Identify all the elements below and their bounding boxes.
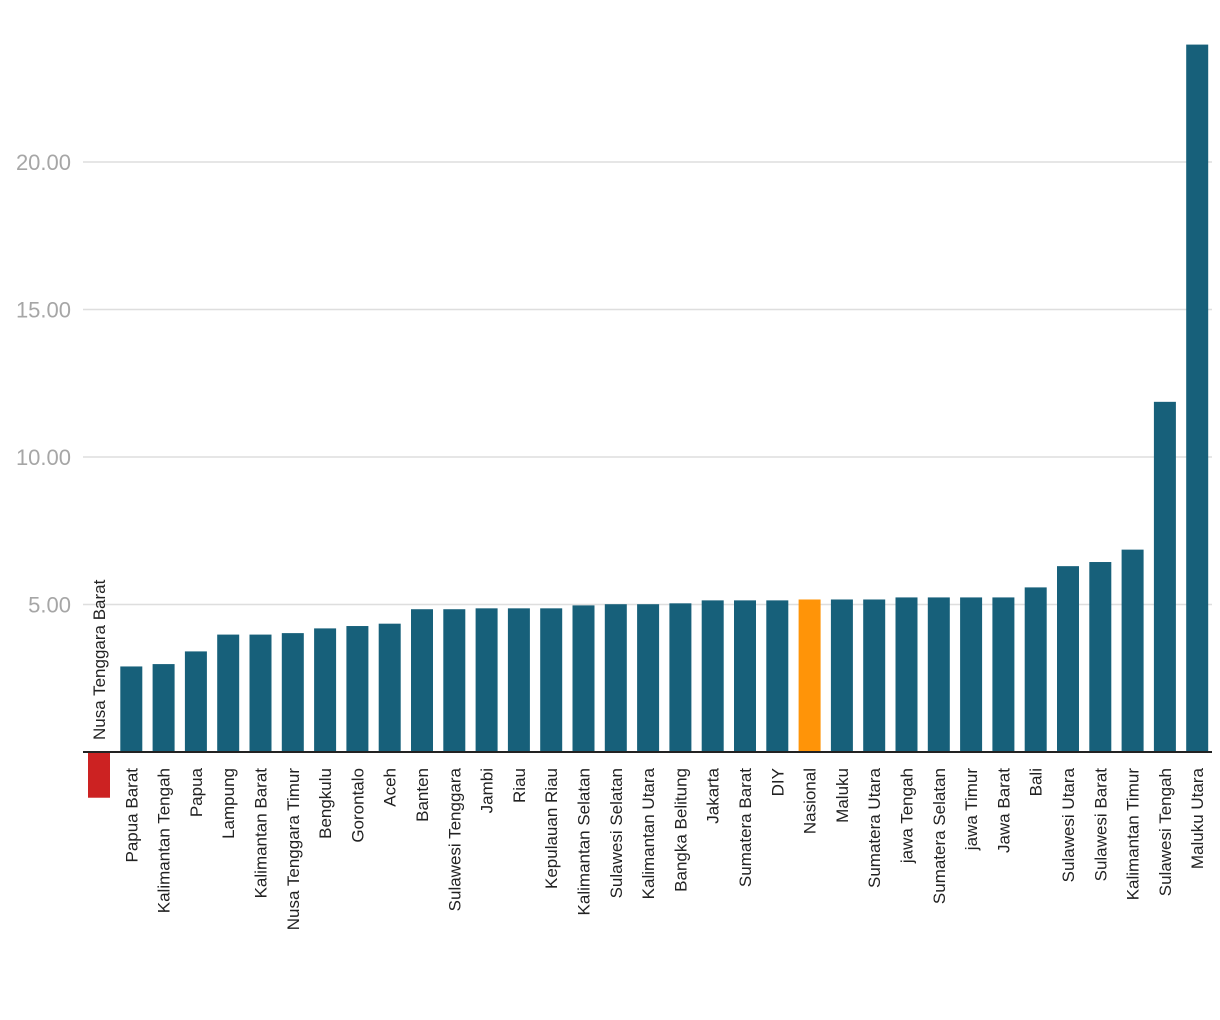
category-label: Papua Barat [122, 768, 141, 863]
bar-papua [184, 651, 207, 752]
category-label: Aceh [381, 768, 400, 807]
bar-banten [411, 609, 433, 752]
bar-sulawesi-tenggara [443, 609, 466, 752]
category-label: Jawa Barat [994, 768, 1013, 853]
gridlines [83, 161, 1212, 606]
category-label: Maluku Utara [1188, 767, 1207, 869]
category-label: Kalimantan Utara [639, 767, 658, 899]
category-label: Sumatera Barat [736, 768, 755, 887]
category-label: Lampung [219, 768, 238, 839]
category-label: Kepulauan Riau [542, 768, 561, 889]
category-label: Jambi [478, 768, 497, 813]
category-label: Riau [510, 768, 529, 803]
bar-nusa-tenggara-timur [281, 633, 304, 752]
bar-kalimantan-utara [637, 604, 660, 752]
bar-nasional [798, 599, 821, 752]
bar-bangka-belitung [669, 603, 692, 752]
category-label: Kalimantan Timur [1124, 768, 1143, 901]
bar-sulawesi-utara [1057, 566, 1079, 752]
bar-kalimantan-tengah [152, 664, 175, 752]
y-tick-label: 10.00 [16, 445, 71, 470]
bar-maluku-utara [1186, 44, 1209, 752]
bar-jawa-tengah [895, 597, 918, 752]
category-label: Sulawesi Barat [1091, 768, 1110, 882]
category-label: Sulawesi Tenggara [445, 767, 464, 911]
bar-kepulauan-riau [540, 608, 563, 752]
bar-gorontalo [346, 626, 369, 752]
category-label: Papua [187, 767, 206, 817]
bars [88, 44, 1209, 798]
category-label: Gorontalo [348, 768, 367, 843]
category-label: Sulawesi Utara [1059, 767, 1078, 882]
bar-sulawesi-selatan [604, 604, 627, 752]
category-labels: Nusa Tenggara Barat Papua Barat Kalimantan… [90, 579, 1207, 930]
category-label: Sumatera Selatan [930, 768, 949, 904]
category-label: Maluku [833, 768, 852, 823]
category-label: Kalimantan Tengah [155, 768, 174, 913]
category-label: Sumatera Utara [865, 767, 884, 888]
bar-bali [1024, 587, 1047, 752]
bar-aceh [378, 623, 401, 752]
bar-jambi [475, 608, 498, 752]
bar-lampung [217, 634, 240, 752]
bar-jawa-barat [992, 597, 1015, 752]
y-tick-label: 5.00 [28, 593, 71, 618]
category-label: Kalimantan Selatan [575, 768, 594, 915]
bar-maluku [830, 599, 853, 752]
bar-diy [766, 600, 789, 752]
bar-kalimantan-selatan [572, 605, 595, 752]
category-label: jawa Tengah [898, 768, 917, 864]
bar-riau [507, 608, 530, 752]
bar-sumatera-selatan [927, 597, 950, 752]
category-label: DIY [768, 768, 787, 796]
category-label: Nusa Tenggara Timur [284, 768, 303, 931]
bar-bengkulu [314, 628, 337, 752]
category-label: Banten [413, 768, 432, 822]
category-label: Nasional [801, 768, 820, 834]
category-label: Bangka Belitung [671, 768, 690, 892]
category-label: Jakarta [704, 767, 723, 823]
bar-sulawesi-tengah [1153, 401, 1176, 752]
y-tick-label: 15.00 [16, 298, 71, 323]
category-label: Sulawesi Selatan [607, 768, 626, 898]
bar-sulawesi-barat [1089, 562, 1112, 752]
category-label: jawa Timur [962, 768, 981, 852]
y-axis-ticks: 5.00 10.00 15.00 20.00 [16, 150, 71, 618]
bar-kalimantan-timur [1121, 549, 1144, 752]
category-label: Bengkulu [316, 768, 335, 839]
category-label: Bali [1027, 768, 1046, 796]
bar-sumatera-barat [734, 600, 756, 752]
bar-kalimantan-barat [249, 634, 272, 752]
y-tick-label: 20.00 [16, 150, 71, 175]
bar-sumatera-utara [863, 599, 886, 752]
category-label: Sulawesi Tengah [1156, 768, 1175, 896]
bar-papua-barat [120, 666, 143, 752]
bar-jakarta [701, 600, 724, 752]
bar-nusa-tenggara-barat [88, 752, 110, 798]
category-label: Kalimantan Barat [252, 768, 271, 899]
bar-jawa-timur [960, 597, 983, 752]
category-label: Nusa Tenggara Barat [90, 579, 109, 740]
